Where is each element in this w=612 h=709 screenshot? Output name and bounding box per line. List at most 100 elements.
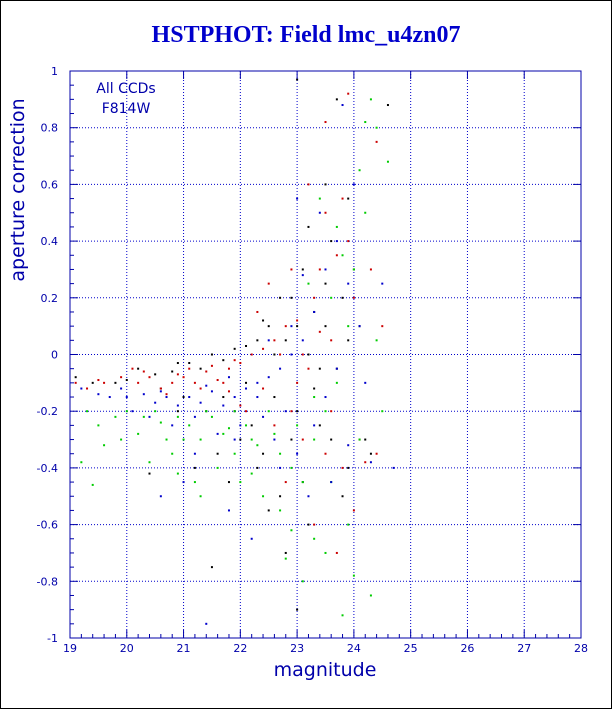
data-point — [369, 594, 372, 597]
data-point — [171, 424, 174, 427]
data-point — [267, 339, 270, 342]
data-point — [279, 466, 282, 469]
y-tick-label: 0.6 — [41, 178, 59, 191]
data-point — [188, 367, 191, 370]
data-point — [301, 353, 304, 356]
data-point — [227, 390, 230, 393]
data-point — [341, 296, 344, 299]
data-point — [375, 126, 378, 129]
data-point — [301, 438, 304, 441]
data-point — [222, 381, 225, 384]
data-point — [324, 121, 327, 124]
data-point — [176, 410, 179, 413]
data-point — [296, 197, 299, 200]
data-point — [307, 495, 310, 498]
data-point — [369, 452, 372, 455]
data-point — [210, 353, 213, 356]
data-point — [318, 268, 321, 271]
data-point — [296, 319, 299, 322]
data-point — [131, 367, 134, 370]
data-point — [364, 381, 367, 384]
data-point — [159, 390, 162, 393]
data-point — [227, 481, 230, 484]
x-tick-label: 26 — [460, 642, 474, 655]
data-point — [176, 415, 179, 418]
data-point — [120, 438, 123, 441]
data-point — [245, 424, 248, 427]
data-point — [364, 438, 367, 441]
data-point — [188, 396, 191, 399]
data-point — [262, 415, 265, 418]
data-point — [103, 381, 106, 384]
y-tick-label: -0.8 — [37, 575, 58, 588]
data-point — [341, 197, 344, 200]
data-point — [239, 424, 242, 427]
data-point — [216, 452, 219, 455]
data-point — [324, 396, 327, 399]
data-point — [296, 452, 299, 455]
y-tick-label: -1 — [47, 632, 58, 645]
data-point — [222, 359, 225, 362]
data-point — [256, 444, 259, 447]
data-point — [74, 376, 77, 379]
data-point — [279, 452, 282, 455]
data-point — [210, 415, 213, 418]
data-point — [313, 424, 316, 427]
data-point — [233, 347, 236, 350]
data-point — [239, 404, 242, 407]
y-tick-label: 0.8 — [41, 122, 59, 135]
data-point — [262, 387, 265, 390]
x-tick-labels: 19 20 21 22 23 24 25 26 27 28 — [63, 642, 588, 655]
x-tick-label: 28 — [574, 642, 588, 655]
data-point — [210, 364, 213, 367]
data-point — [290, 529, 293, 532]
data-point — [335, 381, 338, 384]
data-point — [245, 387, 248, 390]
y-tick-label: -0.6 — [37, 519, 58, 532]
data-point — [375, 452, 378, 455]
data-point — [296, 325, 299, 328]
chart-title: HSTPHOT: Field lmc_u4zn07 — [151, 22, 461, 48]
data-point — [148, 376, 151, 379]
data-point — [313, 523, 316, 526]
y-tick-labels: -1 -0.8 -0.6 -0.4 -0.2 0 0.2 0.4 0.6 0.8 1 — [37, 65, 58, 645]
data-point — [114, 415, 117, 418]
y-tick-label: -0.4 — [37, 462, 58, 475]
data-point — [290, 466, 293, 469]
data-point — [267, 282, 270, 285]
data-point — [301, 481, 304, 484]
data-point — [176, 373, 179, 376]
data-point — [199, 438, 202, 441]
data-point — [233, 410, 236, 413]
data-point — [205, 384, 208, 387]
data-point — [364, 211, 367, 214]
data-point — [290, 296, 293, 299]
data-point — [341, 254, 344, 257]
data-point — [284, 557, 287, 560]
x-tick-label: 24 — [347, 642, 361, 655]
data-point — [307, 367, 310, 370]
data-point — [245, 410, 248, 413]
data-point — [193, 466, 196, 469]
data-points — [74, 78, 395, 625]
data-point — [347, 523, 350, 526]
data-point — [296, 410, 299, 413]
data-point — [262, 452, 265, 455]
data-point — [313, 537, 316, 540]
data-point — [352, 509, 355, 512]
data-point — [358, 169, 361, 172]
data-point — [262, 347, 265, 350]
data-point — [347, 339, 350, 342]
data-point — [284, 339, 287, 342]
x-axis-label: magnitude — [274, 659, 377, 681]
data-point — [171, 381, 174, 384]
annotation-filter: F814W — [102, 101, 151, 117]
data-point — [176, 362, 179, 365]
data-point — [290, 268, 293, 271]
data-point — [279, 509, 282, 512]
data-point — [227, 367, 230, 370]
data-point — [273, 438, 276, 441]
data-point — [233, 452, 236, 455]
data-point — [290, 353, 293, 356]
data-point — [193, 415, 196, 418]
